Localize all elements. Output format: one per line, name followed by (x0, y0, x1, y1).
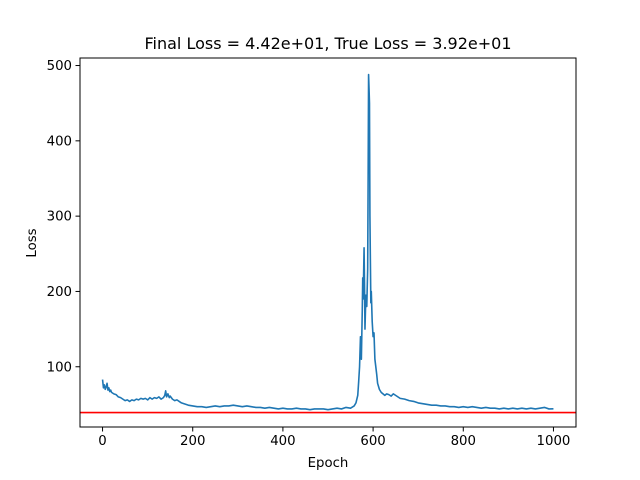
y-tick-label: 100 (47, 360, 72, 375)
chart-title: Final Loss = 4.42e+01, True Loss = 3.92e… (144, 34, 511, 53)
x-axis-label: Epoch (308, 456, 349, 471)
y-tick-label: 500 (47, 59, 72, 74)
x-tick-label: 1000 (537, 434, 571, 449)
plot-frame (79, 57, 577, 428)
x-tick-label: 200 (180, 434, 205, 449)
y-tick-label: 400 (47, 134, 72, 149)
plot-background (80, 58, 576, 427)
y-axis-label: Loss (25, 228, 40, 257)
x-tick-label: 400 (270, 434, 295, 449)
y-tick-label: 300 (47, 210, 72, 225)
x-tick-label: 800 (451, 434, 476, 449)
x-tick-label: 600 (360, 434, 385, 449)
plot-area (80, 58, 576, 427)
y-tick-label: 200 (47, 285, 72, 300)
axis-ticks: 0 200 400 600 800 1000 100 200 300 400 500 (47, 59, 571, 449)
series-line-0 (101, 73, 554, 411)
x-tick-label: 0 (98, 434, 106, 449)
